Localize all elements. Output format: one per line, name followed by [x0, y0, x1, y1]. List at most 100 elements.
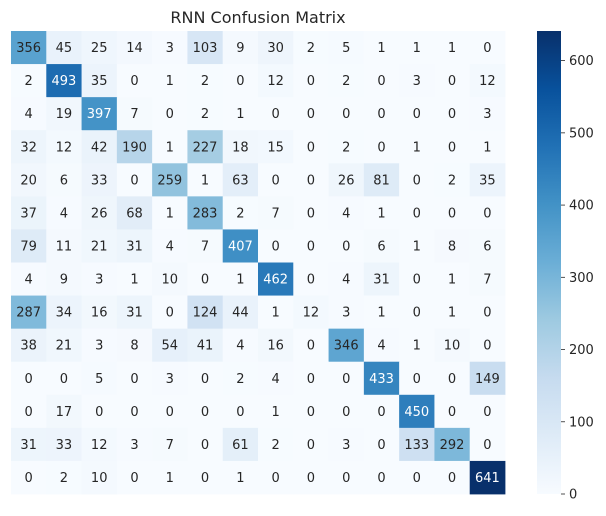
cell-value-r0-c2: 25 — [91, 41, 108, 56]
colorbar-tick-label-300: 300 — [569, 271, 594, 286]
cell-value-r6-c8: 0 — [307, 239, 315, 254]
heatmap-cell-r2-c10 — [363, 97, 400, 131]
heatmap-cell-r0-c9 — [328, 31, 365, 65]
heatmap-cell-r6-c13 — [469, 229, 506, 263]
heatmap-cell-r8-c1 — [46, 295, 82, 330]
heatmap-cell-r11-c7 — [258, 394, 294, 429]
heatmap-cell-r0-c5 — [187, 31, 224, 65]
cell-value-r1-c3: 0 — [130, 74, 138, 89]
heatmap-cell-r5-c10 — [363, 196, 400, 230]
cell-value-r4-c5: 1 — [201, 173, 209, 188]
cell-value-r1-c12: 0 — [448, 74, 456, 89]
cell-value-r4-c1: 6 — [60, 173, 68, 188]
heatmap-cell-r0-c1 — [46, 31, 82, 65]
cell-value-r4-c3: 0 — [130, 173, 138, 188]
cell-value-r8-c6: 44 — [232, 306, 249, 321]
cell-value-r6-c5: 7 — [201, 239, 209, 254]
cell-value-r7-c8: 0 — [307, 273, 315, 288]
cell-value-r3-c5: 227 — [193, 140, 218, 155]
cell-value-r10-c8: 0 — [307, 372, 315, 387]
heatmap-cell-r5-c7 — [258, 196, 294, 230]
cell-value-r9-c5: 41 — [197, 339, 214, 354]
heatmap-cell-r9-c12 — [434, 328, 471, 363]
cell-value-r2-c11: 0 — [413, 107, 421, 122]
chart-title: RNN Confusion Matrix — [170, 8, 345, 27]
heatmap-cell-r11-c4 — [152, 394, 188, 429]
cell-value-r0-c6: 9 — [236, 41, 244, 56]
heatmap-cell-r9-c8 — [293, 328, 329, 363]
heatmap-cell-r10-c10 — [363, 361, 400, 396]
heatmap-cell-r3-c9 — [328, 130, 365, 164]
cell-value-r8-c7: 1 — [271, 306, 279, 321]
colorbar-ticks: 0 100 200 300 400 500 600 — [561, 54, 594, 503]
cell-value-r9-c9: 346 — [334, 339, 359, 354]
heatmap-cell-r0-c7 — [258, 31, 294, 65]
heatmap-cell-r11-c12 — [434, 394, 471, 429]
heatmap-cell-r6-c11 — [399, 229, 435, 263]
cell-value-r2-c7: 0 — [271, 107, 279, 122]
heatmap-cell-r11-c11 — [399, 394, 435, 429]
heatmap-cell-r5-c5 — [187, 196, 224, 230]
cell-value-r13-c2: 10 — [91, 471, 108, 486]
heatmap-cell-r2-c6 — [222, 97, 259, 131]
heatmap-cell-r11-c0 — [11, 394, 47, 429]
heatmap-cell-r5-c12 — [434, 196, 471, 230]
heatmap-cell-r10-c9 — [328, 361, 365, 396]
cell-value-r8-c11: 0 — [413, 306, 421, 321]
heatmap-cell-r6-c3 — [116, 229, 153, 263]
cell-value-r0-c12: 1 — [448, 41, 456, 56]
heatmap-cell-r9-c5 — [187, 328, 224, 363]
heatmap-cell-r6-c9 — [328, 229, 365, 263]
heatmap-cell-r7-c8 — [293, 262, 329, 296]
heatmap-cell-r8-c11 — [399, 295, 435, 330]
heatmap-cell-r3-c13 — [469, 130, 506, 164]
cell-value-r1-c4: 1 — [166, 74, 174, 89]
cell-value-r7-c12: 1 — [448, 273, 456, 288]
cell-value-r13-c1: 2 — [60, 471, 68, 486]
cell-value-r11-c10: 0 — [377, 405, 385, 420]
heatmap-cell-r7-c12 — [434, 262, 471, 296]
heatmap-cell-r0-c2 — [81, 31, 118, 65]
heatmap-cell-r2-c7 — [258, 97, 294, 131]
cell-value-r3-c12: 0 — [448, 140, 456, 155]
heatmap-cell-r12-c12 — [434, 427, 471, 462]
heatmap-cell-r13-c11 — [399, 460, 435, 495]
cell-value-r2-c0: 4 — [24, 107, 32, 122]
cell-value-r12-c9: 3 — [342, 438, 350, 453]
heatmap-cell-r2-c9 — [328, 97, 365, 131]
heatmap-cell-r12-c1 — [46, 427, 82, 462]
cell-value-r4-c9: 26 — [338, 173, 355, 188]
cell-value-r11-c3: 0 — [130, 405, 138, 420]
colorbar-tick-label-0: 0 — [569, 488, 577, 503]
heatmap-cell-r12-c3 — [116, 427, 153, 462]
cell-value-r4-c6: 63 — [232, 173, 249, 188]
cell-value-r11-c11: 450 — [404, 405, 429, 420]
cell-value-r3-c1: 12 — [56, 140, 73, 155]
heatmap-cell-r13-c9 — [328, 460, 365, 495]
cell-value-r13-c12: 0 — [448, 471, 456, 486]
cell-value-r11-c7: 1 — [271, 405, 279, 420]
cell-value-r12-c4: 7 — [166, 438, 174, 453]
heatmap-cell-r12-c13 — [469, 427, 506, 462]
heatmap-cell-r1-c4 — [152, 64, 188, 98]
heatmap-cell-r4-c12 — [434, 163, 471, 197]
heatmap-cell-r3-c4 — [152, 130, 188, 164]
cell-value-r10-c2: 5 — [95, 372, 103, 387]
heatmap-cell-r1-c2 — [81, 64, 118, 98]
heatmap-cell-r4-c11 — [399, 163, 435, 197]
heatmap-cell-r7-c11 — [399, 262, 435, 296]
cell-value-r10-c5: 0 — [201, 372, 209, 387]
cell-value-r6-c7: 0 — [271, 239, 279, 254]
heatmap-cell-r4-c2 — [81, 163, 118, 197]
cell-value-r10-c10: 433 — [369, 372, 394, 387]
cell-value-r8-c12: 1 — [448, 306, 456, 321]
cell-value-r3-c7: 15 — [267, 140, 284, 155]
cell-value-r12-c2: 12 — [91, 438, 108, 453]
cell-value-r0-c8: 2 — [307, 41, 315, 56]
heatmap-cell-r9-c7 — [258, 328, 294, 363]
cell-value-r2-c6: 1 — [236, 107, 244, 122]
heatmap-cell-r10-c8 — [293, 361, 329, 396]
cell-value-r13-c0: 0 — [24, 471, 32, 486]
